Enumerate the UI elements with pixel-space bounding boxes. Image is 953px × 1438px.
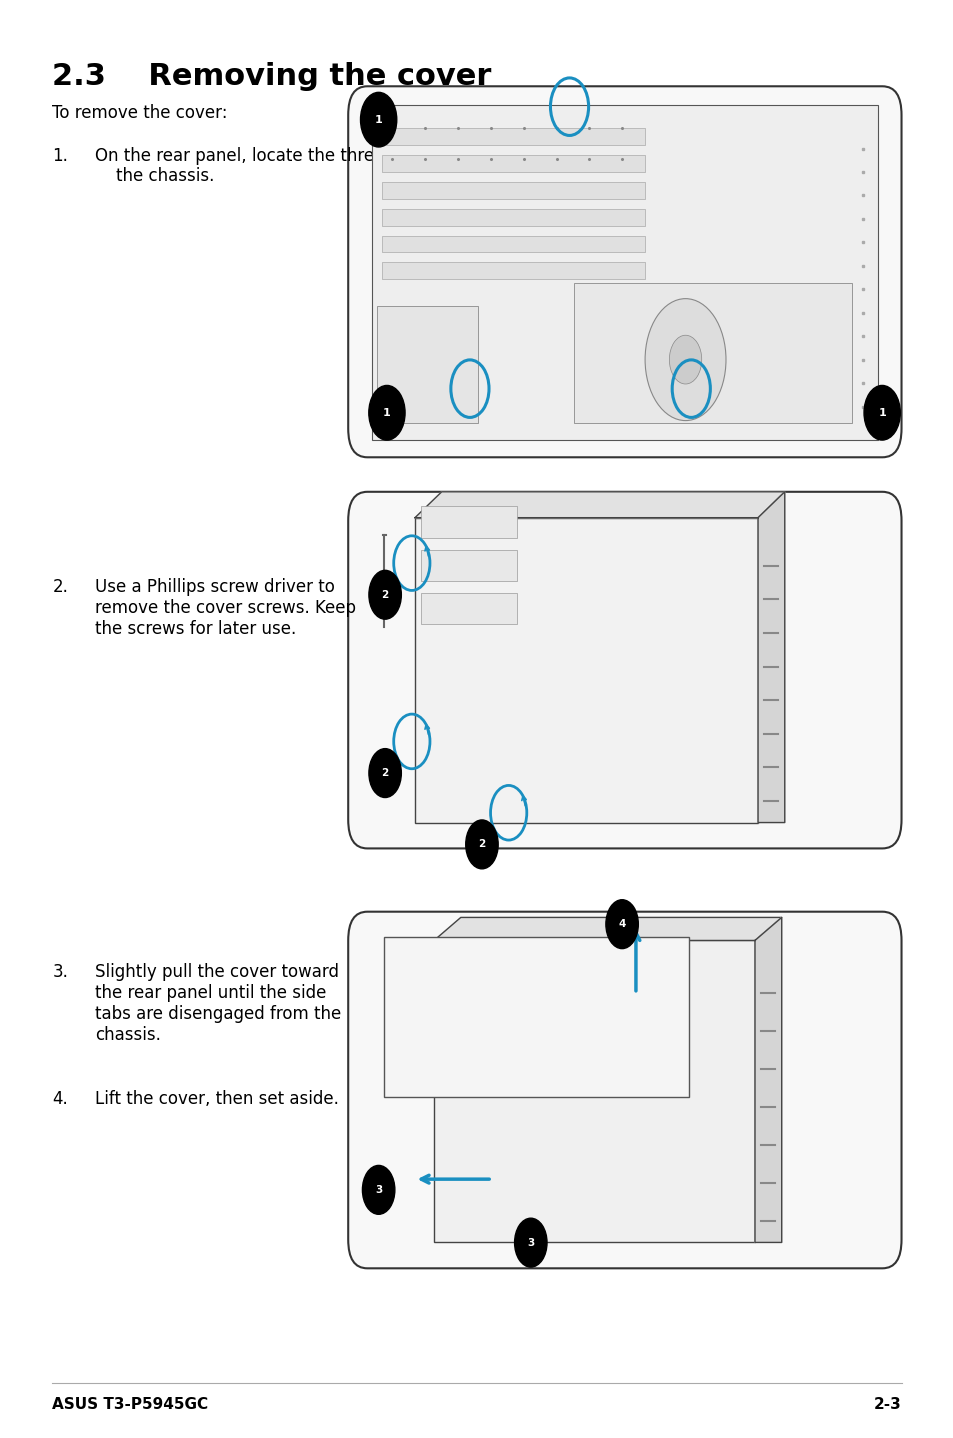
Text: 1: 1 [375,115,382,125]
Circle shape [514,1218,546,1267]
Circle shape [369,749,401,798]
FancyBboxPatch shape [382,128,644,145]
Circle shape [863,385,900,440]
Polygon shape [415,492,784,518]
FancyBboxPatch shape [376,306,477,423]
Circle shape [362,1165,395,1214]
FancyBboxPatch shape [382,236,644,253]
FancyBboxPatch shape [382,209,644,226]
Text: Use a Phillips screw driver to
remove the cover screws. Keep
the screws for late: Use a Phillips screw driver to remove th… [95,578,356,637]
Polygon shape [434,917,781,940]
FancyBboxPatch shape [348,86,901,457]
Text: 2.: 2. [52,578,69,597]
FancyBboxPatch shape [434,940,754,1242]
FancyBboxPatch shape [420,592,517,624]
FancyBboxPatch shape [382,183,644,198]
Text: 3.: 3. [52,963,69,982]
Text: 2: 2 [381,590,388,600]
FancyBboxPatch shape [348,912,901,1268]
Text: 2-3: 2-3 [873,1398,901,1412]
FancyBboxPatch shape [415,518,758,823]
Text: 1: 1 [383,408,391,418]
Text: 1.: 1. [52,147,69,165]
Polygon shape [758,492,784,823]
Text: 3: 3 [527,1238,534,1248]
FancyBboxPatch shape [372,105,877,440]
Circle shape [605,900,638,949]
Text: 4.: 4. [52,1090,69,1109]
Text: 3: 3 [375,1185,382,1195]
Circle shape [644,299,725,420]
FancyBboxPatch shape [420,549,517,581]
Text: 2: 2 [381,768,388,778]
Text: Lift the cover, then set aside.: Lift the cover, then set aside. [95,1090,339,1109]
Text: 1: 1 [878,408,885,418]
Circle shape [669,335,701,384]
Text: 4: 4 [618,919,625,929]
FancyBboxPatch shape [420,506,517,538]
Circle shape [465,820,497,869]
FancyBboxPatch shape [382,263,644,279]
FancyBboxPatch shape [574,282,852,423]
FancyBboxPatch shape [384,936,688,1097]
FancyBboxPatch shape [348,492,901,848]
Polygon shape [754,917,781,1242]
Circle shape [369,385,405,440]
Text: 2: 2 [477,840,485,850]
Text: Slightly pull the cover toward
the rear panel until the side
tabs are disengaged: Slightly pull the cover toward the rear … [95,963,341,1044]
Text: ASUS T3-P5945GC: ASUS T3-P5945GC [52,1398,209,1412]
Text: 2.3    Removing the cover: 2.3 Removing the cover [52,62,492,91]
Text: On the rear panel, locate the three screws that secure the cover to
    the chas: On the rear panel, locate the three scre… [95,147,652,186]
Circle shape [369,571,401,620]
Circle shape [360,92,396,147]
Text: To remove the cover:: To remove the cover: [52,104,228,122]
FancyBboxPatch shape [382,155,644,173]
